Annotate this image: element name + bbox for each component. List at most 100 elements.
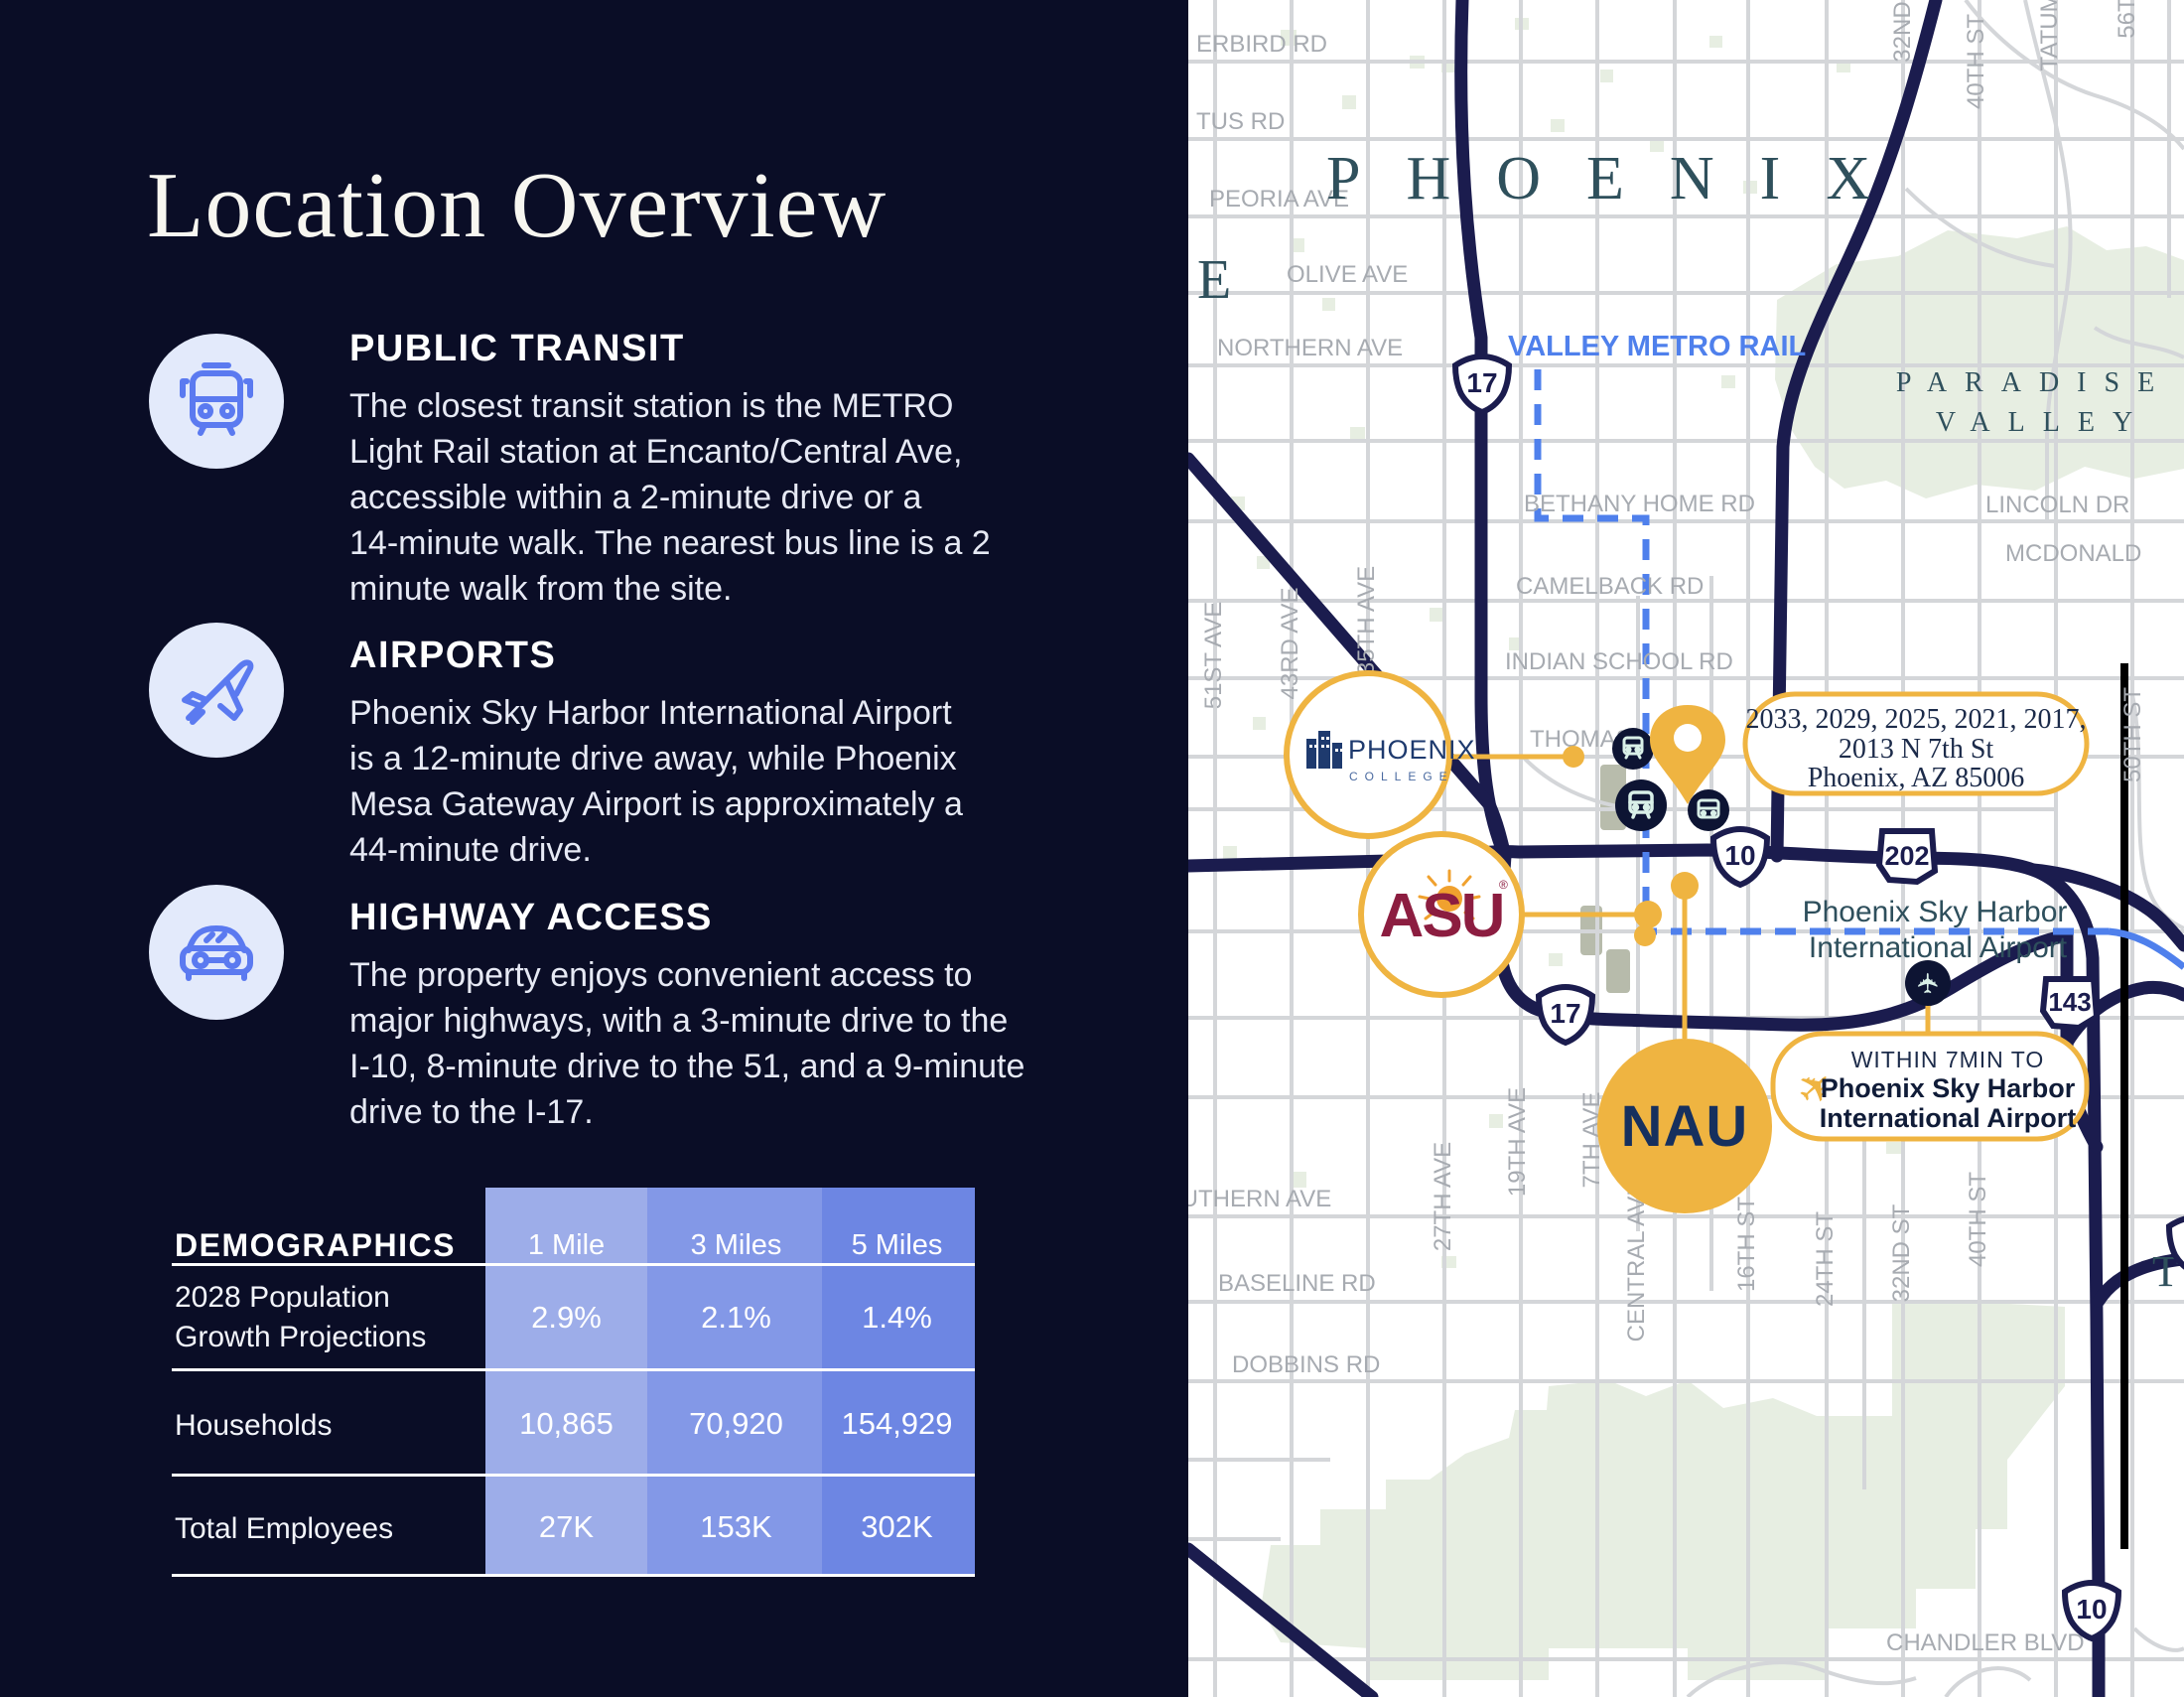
table-cell: 10,865 [519, 1406, 614, 1441]
svg-text:51ST AVE: 51ST AVE [1200, 602, 1227, 710]
svg-text:International Airport: International Airport [1820, 1103, 2077, 1133]
row-label: 2028 Population Growth Projections [175, 1281, 427, 1353]
svg-text:56T: 56T [2114, 0, 2140, 39]
section-airports: AIRPORTS Phoenix Sky Harbor Internationa… [349, 635, 1044, 873]
svg-text:24TH ST: 24TH ST [1812, 1211, 1839, 1307]
plane-icon: ✈ [1912, 971, 1945, 994]
phoenix-college-marker: PHOENIX COLLEGE [1284, 670, 1476, 839]
svg-text:ERBIRD RD: ERBIRD RD [1196, 31, 1327, 58]
svg-text:2013 N 7th St: 2013 N 7th St [1839, 734, 1994, 765]
row-label: Households [175, 1409, 333, 1442]
svg-text:2033, 2029, 2025, 2021, 2017,: 2033, 2029, 2025, 2021, 2017, [1746, 704, 2087, 735]
phoenix-college-logo: PHOENIX COLLEGE [1306, 731, 1476, 783]
table-divider [172, 1263, 975, 1266]
valley-metro-rail-line [1534, 369, 2109, 935]
valley-metro-rail-label: VALLEY METRO RAIL [1508, 331, 1806, 362]
table-cell: 154,929 [841, 1406, 953, 1441]
svg-text:BASELINE RD: BASELINE RD [1218, 1270, 1376, 1297]
svg-text:16TH ST: 16TH ST [1733, 1197, 1760, 1292]
svg-text:27TH AVE: 27TH AVE [1430, 1142, 1456, 1251]
asu-marker: ASU ® [1358, 831, 1525, 998]
column-header: 5 Miles [851, 1229, 943, 1261]
asu-logo: ASU ® [1380, 869, 1508, 950]
svg-text:50TH ST: 50TH ST [2119, 687, 2146, 782]
highway-shields: 17 10 202 17 143 10 [1451, 353, 2184, 1642]
svg-text:202: 202 [1884, 841, 1929, 871]
svg-text:OLIVE AVE: OLIVE AVE [1287, 261, 1408, 288]
svg-text:TATUM: TATUM [2036, 0, 2063, 71]
city-label-phoenix: PHOENIX [1326, 145, 1916, 212]
svg-text:®: ® [1499, 878, 1508, 892]
section-heading: PUBLIC TRANSIT [349, 328, 685, 369]
area-label-valley: VALLEY [1936, 407, 2150, 438]
svg-text:10: 10 [1724, 840, 1755, 871]
airports-icon-circle [149, 623, 284, 758]
column-band-1mile [485, 1188, 647, 1577]
svg-text:SOUTHERN AVE: SOUTHERN AVE [1188, 1186, 1331, 1212]
valley-metro-rail-solid [2108, 927, 2184, 970]
section-heading: AIRPORTS [349, 635, 557, 676]
phoenix-map: ERBIRD RD TUS RD PEORIA AVE OLIVE AVE NO… [1188, 0, 2184, 1697]
column-header: 3 Miles [690, 1229, 782, 1261]
svg-text:32ND ST: 32ND ST [1888, 1203, 1915, 1302]
poi-dots [1563, 746, 1699, 946]
table-cell: 1.4% [862, 1300, 932, 1335]
table-cell: 2.1% [701, 1300, 771, 1335]
column-band-3miles [647, 1188, 822, 1577]
city-label-partial-west: E [1197, 249, 1231, 311]
section-public-transit: PUBLIC TRANSIT The closest transit stati… [349, 328, 1044, 612]
car-icon [180, 925, 253, 981]
svg-text:NORTHERN AVE: NORTHERN AVE [1217, 335, 1403, 361]
shield-sr202: 202 [1875, 828, 1939, 886]
plane-icon [182, 659, 254, 725]
svg-text:COLLEGE: COLLEGE [1349, 770, 1454, 783]
airport-marker: ✈ [1905, 960, 1951, 1006]
nau-logo: NAU [1621, 1094, 1749, 1159]
svg-text:32ND: 32ND [1889, 1, 1916, 62]
svg-text:10: 10 [2076, 1594, 2107, 1625]
airport-area-label: Phoenix Sky Harbor [1803, 896, 2068, 928]
svg-text:PHOENIX: PHOENIX [1348, 735, 1476, 765]
highway-access-icon-circle [149, 885, 284, 1020]
bus-icon [1688, 789, 1729, 831]
svg-text:INDIAN SCHOOL RD: INDIAN SCHOOL RD [1505, 648, 1733, 675]
section-body: The property enjoys convenient access to… [349, 956, 1025, 1131]
svg-text:LINCOLN DR: LINCOLN DR [1985, 492, 2129, 518]
svg-text:MCDONALD: MCDONALD [2005, 540, 2141, 567]
table-divider [172, 1474, 975, 1477]
page-title: Location Overview [147, 154, 887, 257]
demographics-table: DEMOGRAPHICS 1 Mile 3 Miles 5 Miles 2028… [172, 1188, 975, 1577]
svg-text:WITHIN 7MIN TO: WITHIN 7MIN TO [1851, 1047, 2045, 1072]
area-label-paradise: PARADISE [1896, 367, 2172, 398]
site-location-pin [1650, 705, 1725, 804]
section-body: The closest transit station is the METRO… [349, 387, 991, 608]
table-title: DEMOGRAPHICS [175, 1227, 456, 1263]
table-cell: 153K [700, 1509, 772, 1544]
svg-text:DOBBINS RD: DOBBINS RD [1232, 1351, 1380, 1378]
airport-callout: ✈ WITHIN 7MIN TO Phoenix Sky Harbor Inte… [1770, 1031, 2090, 1142]
svg-text:40TH ST: 40TH ST [1963, 14, 1989, 109]
light-rail-icon [1612, 728, 1654, 770]
poi-connectors [1451, 754, 1931, 1039]
section-heading: HIGHWAY ACCESS [349, 897, 713, 938]
public-transit-icon-circle [149, 334, 284, 469]
svg-text:40TH ST: 40TH ST [1965, 1172, 1991, 1267]
svg-text:17: 17 [1550, 998, 1580, 1029]
street-labels: ERBIRD RD TUS RD PEORIA AVE OLIVE AVE NO… [1188, 0, 2146, 1656]
table-cell: 27K [538, 1509, 595, 1544]
svg-text:43RD AVE: 43RD AVE [1277, 588, 1303, 700]
shield-i17: 17 [1451, 353, 1513, 416]
shield-i10: 10 [1709, 825, 1771, 889]
svg-text:CAMELBACK RD: CAMELBACK RD [1516, 573, 1704, 600]
svg-text:PEORIA AVE: PEORIA AVE [1209, 186, 1349, 212]
svg-text:35TH AVE: 35TH AVE [1353, 566, 1380, 675]
svg-text:143: 143 [2048, 987, 2091, 1017]
nau-marker: NAU [1597, 1039, 1772, 1213]
shield-i10-south: 10 [2061, 1579, 2122, 1642]
shield-i17-south: 17 [1535, 983, 1596, 1047]
table-cell: 70,920 [689, 1406, 783, 1441]
svg-text:Phoenix, AZ 85006: Phoenix, AZ 85006 [1808, 763, 2025, 793]
light-rail-icon [1615, 779, 1667, 831]
table-cell: 302K [861, 1509, 933, 1544]
